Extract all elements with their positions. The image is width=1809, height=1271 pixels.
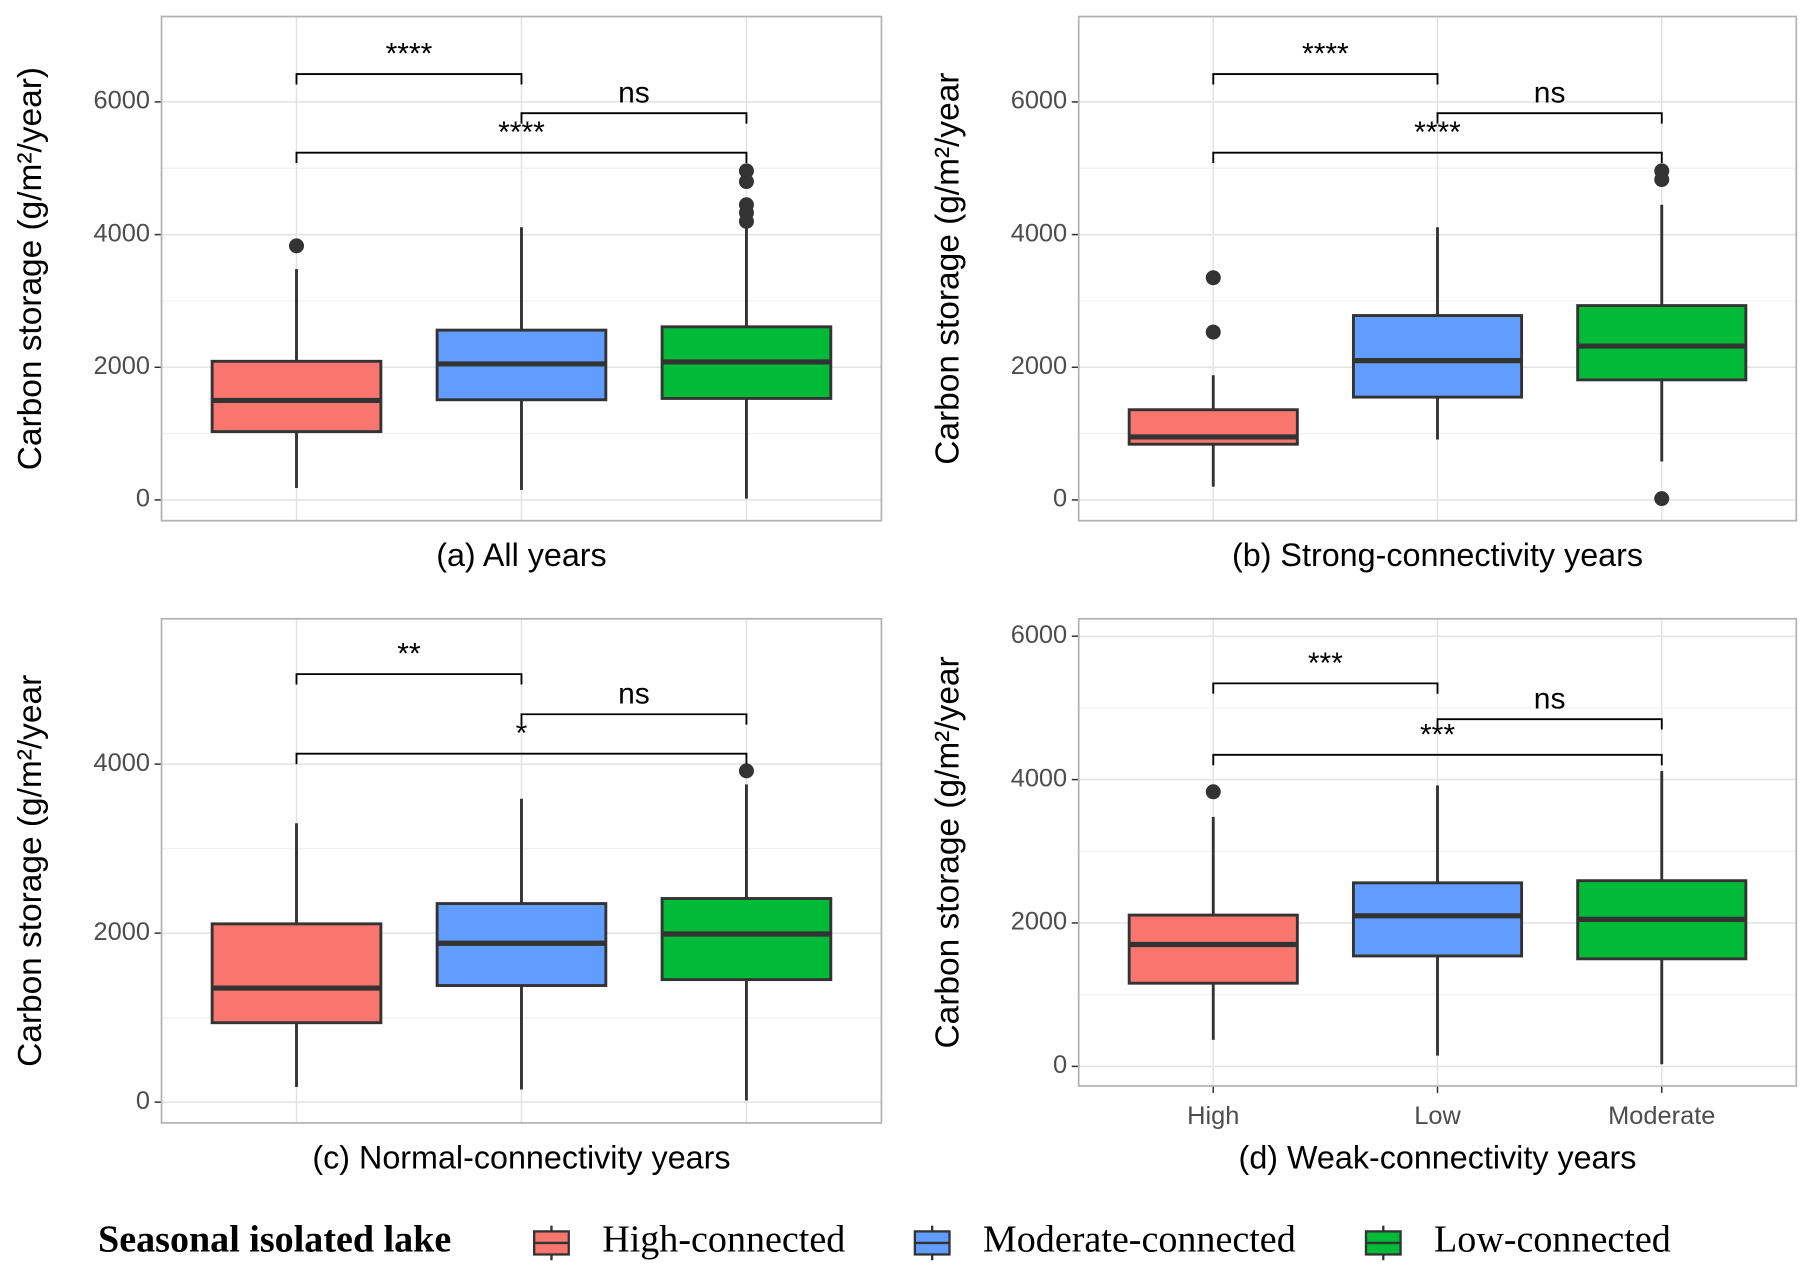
panel-title: (a) All years (436, 537, 607, 573)
y-tick-label: 0 (1053, 485, 1067, 513)
box (1127, 913, 1299, 985)
y-tick-label: 6000 (1011, 621, 1067, 649)
outlier (289, 238, 304, 254)
panel-border (1077, 617, 1798, 1087)
outlier (1654, 491, 1670, 507)
y-axis-label: Carbon storage (g/m²/year (929, 656, 966, 1048)
legend-label: Low-connected (1434, 1219, 1671, 1261)
significance-bracket (1436, 718, 1663, 730)
outlier (738, 163, 754, 179)
significance-label: *** (1420, 718, 1455, 751)
box (210, 359, 383, 434)
panel-title: (b) Strong-connectivity years (1232, 537, 1643, 573)
significance-label: ns (1534, 77, 1566, 110)
y-tick-label: 2000 (1011, 352, 1067, 380)
y-tick-label: 4000 (94, 749, 150, 777)
significance-label: *** (1308, 647, 1343, 680)
significance-label: ** (397, 638, 421, 671)
y-tick-label: 6000 (1011, 87, 1067, 115)
legend-label: Moderate-connected (983, 1219, 1296, 1261)
significance-bracket (1212, 753, 1663, 766)
significance-bracket (295, 752, 748, 765)
y-tick-label: 0 (136, 485, 150, 513)
box (660, 897, 833, 982)
significance-bracket (295, 151, 748, 164)
x-tick-label: Moderate (1608, 1102, 1715, 1130)
outlier (738, 174, 754, 190)
outlier (1205, 324, 1221, 340)
panel-border (160, 617, 883, 1124)
y-tick-label: 4000 (1011, 219, 1067, 247)
legend-title: Seasonal isolated lake (98, 1219, 451, 1261)
y-tick-label: 2000 (94, 918, 150, 946)
y-tick-label: 2000 (94, 352, 150, 380)
significance-label: ns (618, 77, 650, 110)
significance-label: ns (1534, 683, 1566, 716)
panel-border (160, 15, 883, 522)
y-tick-label: 4000 (1011, 764, 1067, 792)
box (1576, 304, 1748, 382)
significance-label: ns (618, 678, 650, 711)
legend-label: High-connected (602, 1219, 845, 1261)
significance-bracket (520, 112, 748, 124)
x-tick-label: Low (1414, 1102, 1461, 1130)
box (210, 922, 383, 1025)
significance-bracket (1436, 112, 1663, 124)
y-axis-label: Carbon storage (g/m²/year) (12, 67, 49, 470)
significance-bracket (1212, 682, 1439, 694)
panel-border (1077, 15, 1798, 522)
significance-label: **** (1414, 116, 1461, 149)
y-axis-label: Carbon storage (g/m²/year (929, 73, 966, 465)
box (1351, 881, 1524, 958)
y-tick-label: 2000 (1011, 908, 1067, 936)
significance-bracket (1212, 151, 1663, 164)
outlier (1654, 163, 1670, 179)
significance-bracket (520, 713, 748, 725)
outlier (738, 763, 754, 779)
panel-title: (d) Weak-connectivity years (1239, 1139, 1637, 1175)
y-tick-label: 6000 (94, 87, 150, 115)
significance-bracket (295, 673, 523, 685)
outlier (1205, 784, 1221, 800)
y-axis-label: Carbon storage (g/m²/year (12, 675, 49, 1067)
significance-label: * (516, 717, 528, 750)
panel-title: (c) Normal-connectivity years (312, 1139, 730, 1175)
significance-bracket (295, 73, 523, 85)
significance-label: **** (498, 116, 545, 149)
y-tick-label: 4000 (94, 219, 150, 247)
box (1351, 314, 1524, 399)
x-tick-label: High (1187, 1102, 1239, 1130)
outlier (1205, 270, 1221, 286)
y-tick-label: 0 (136, 1087, 150, 1115)
outlier (738, 197, 754, 213)
significance-label: **** (386, 38, 433, 71)
y-tick-label: 0 (1053, 1051, 1067, 1079)
significance-bracket (1212, 73, 1439, 85)
significance-label: **** (1302, 38, 1349, 71)
